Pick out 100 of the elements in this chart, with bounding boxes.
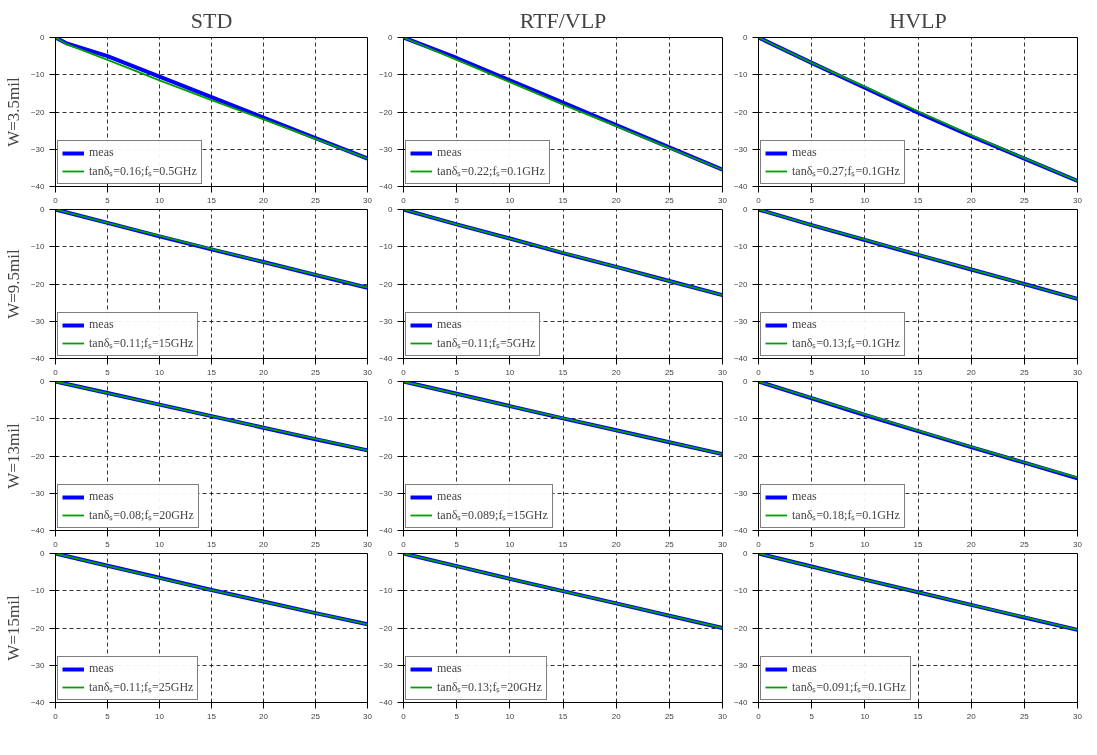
x-tick-label: 25 (1019, 195, 1030, 205)
y-tick-label: −30 (378, 144, 394, 154)
x-tick-label: 15 (207, 539, 217, 549)
legend-label: tanδₛ=0.27;fₛ=0.1GHz (792, 163, 900, 179)
y-tick-label: −10 (378, 242, 394, 252)
y-tick-label: −20 (733, 107, 749, 117)
y-tick-label: −10 (30, 586, 46, 596)
legend-label: meas (437, 317, 462, 332)
x-tick-label: 0 (756, 711, 762, 721)
legend-label: tanδₛ=0.22;fₛ=0.1GHz (437, 163, 545, 179)
x-tick-label: 25 (664, 711, 675, 721)
y-tick-label: −30 (30, 316, 46, 326)
y-tick-label: −20 (378, 107, 394, 117)
y-axis-title: W=9.5mil (3, 248, 23, 319)
legend-label: tanδₛ=0.11;fₛ=25GHz (89, 679, 194, 695)
x-tick-label: 5 (105, 367, 111, 377)
x-tick-label: 25 (1019, 367, 1030, 377)
x-tick-label: 5 (454, 539, 460, 549)
y-tick-label: −30 (733, 660, 749, 670)
y-tick-label: −10 (30, 414, 46, 424)
legend-label: tanδₛ=0.089;fₛ=15GHz (437, 507, 548, 523)
x-tick-label: 15 (913, 711, 923, 721)
y-tick-label: −30 (30, 660, 46, 670)
legend-label: meas (437, 145, 462, 160)
x-tick-label: 30 (718, 539, 728, 549)
x-tick-label: 15 (558, 539, 568, 549)
y-tick-label: −10 (733, 414, 749, 424)
y-tick-label: −10 (30, 242, 46, 252)
y-tick-label: 0 (40, 205, 46, 214)
x-tick-label: 10 (860, 539, 870, 549)
x-tick-label: 20 (259, 195, 269, 205)
y-tick-label: −40 (733, 354, 749, 363)
x-tick-label: 25 (311, 711, 321, 721)
x-tick-label: 10 (505, 195, 515, 205)
legend-label: meas (792, 145, 817, 160)
y-tick-label: −10 (378, 70, 394, 80)
x-tick-label: 15 (558, 711, 568, 721)
y-tick-label: −20 (378, 279, 394, 289)
x-tick-label: 30 (1073, 195, 1083, 205)
legend-label: meas (89, 317, 114, 332)
x-tick-label: 5 (809, 367, 815, 377)
x-tick-label: 20 (611, 195, 622, 205)
x-tick-label: 5 (809, 195, 815, 205)
y-tick-label: −20 (733, 451, 749, 461)
x-tick-label: 0 (401, 195, 407, 205)
x-tick-label: 0 (401, 367, 407, 377)
chart-title: HVLP (889, 7, 947, 33)
y-axis-title: W=15mil (3, 595, 23, 661)
x-tick-label: 10 (505, 367, 515, 377)
y-tick-label: −30 (30, 488, 46, 498)
y-tick-label: 0 (40, 33, 46, 42)
y-tick-label: −40 (378, 526, 394, 535)
legend-label: tanδₛ=0.11;fₛ=5GHz (437, 335, 536, 351)
x-tick-label: 25 (1019, 711, 1030, 721)
x-tick-label: 10 (860, 195, 870, 205)
y-tick-label: 0 (743, 549, 749, 558)
x-tick-label: 20 (259, 711, 269, 721)
y-tick-label: −40 (30, 182, 46, 191)
y-tick-label: −20 (378, 623, 394, 633)
x-tick-label: 25 (664, 539, 675, 549)
y-tick-label: −10 (733, 70, 749, 80)
y-tick-label: −20 (30, 451, 46, 461)
legend-label: tanδₛ=0.13;fₛ=0.1GHz (792, 335, 900, 351)
x-tick-label: 0 (53, 195, 59, 205)
y-tick-label: −40 (30, 526, 46, 535)
x-tick-label: 5 (105, 711, 111, 721)
x-tick-label: 20 (966, 195, 977, 205)
x-tick-label: 0 (401, 539, 407, 549)
y-tick-label: −40 (733, 182, 749, 191)
x-tick-label: 20 (966, 367, 977, 377)
y-tick-label: −10 (378, 414, 394, 424)
legend-label: tanδₛ=0.11;fₛ=15GHz (89, 335, 194, 351)
legend-label: tanδₛ=0.08;fₛ=20GHz (89, 507, 194, 523)
legend-label: tanδₛ=0.16;fₛ=0.5GHz (89, 163, 197, 179)
x-tick-label: 10 (860, 711, 870, 721)
x-tick-label: 15 (207, 711, 217, 721)
x-tick-label: 30 (718, 711, 728, 721)
x-tick-label: 5 (105, 195, 111, 205)
x-tick-label: 25 (311, 367, 321, 377)
x-tick-label: 0 (53, 711, 59, 721)
legend-label: tanδₛ=0.13;fₛ=20GHz (437, 679, 542, 695)
x-tick-label: 10 (155, 711, 165, 721)
x-tick-label: 10 (155, 367, 165, 377)
x-tick-label: 10 (860, 367, 870, 377)
x-tick-label: 25 (1019, 539, 1030, 549)
y-axis-title: W=13mil (3, 423, 23, 489)
x-tick-label: 0 (401, 711, 407, 721)
y-tick-label: −30 (733, 144, 749, 154)
legend-label: meas (792, 489, 817, 504)
x-tick-label: 30 (363, 195, 373, 205)
y-tick-label: −40 (378, 354, 394, 363)
chart-title: STD (190, 7, 233, 33)
x-tick-label: 5 (454, 367, 460, 377)
x-tick-label: 20 (966, 539, 977, 549)
x-tick-label: 15 (207, 195, 217, 205)
x-tick-label: 25 (664, 195, 675, 205)
y-tick-label: 0 (743, 205, 749, 214)
y-tick-label: −10 (733, 586, 749, 596)
x-tick-label: 5 (809, 711, 815, 721)
x-tick-label: 20 (611, 539, 622, 549)
